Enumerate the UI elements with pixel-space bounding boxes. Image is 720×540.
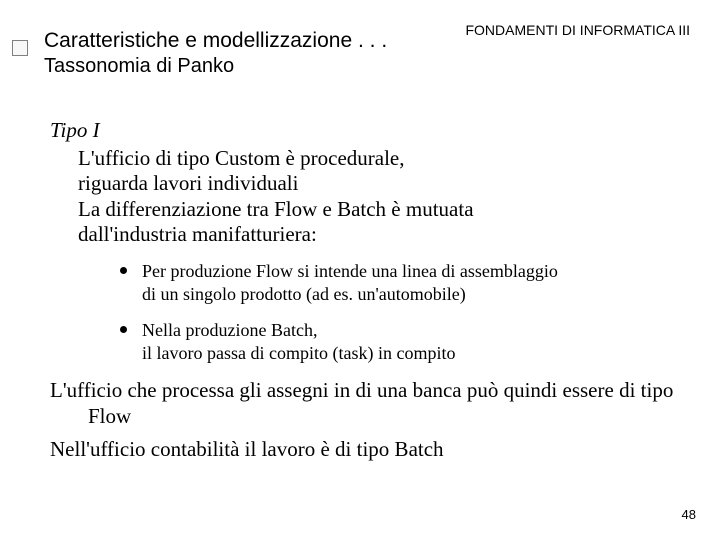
paragraph: Nell'ufficio contabilità il lavoro è di …	[50, 437, 690, 463]
text-line: riguarda lavori individuali	[78, 171, 690, 197]
slide: FONDAMENTI DI INFORMATICA III Caratteris…	[0, 0, 720, 540]
tipo-heading: Tipo I	[50, 118, 690, 144]
sub-list: Per produzione Flow si intende una linea…	[50, 260, 690, 364]
text-line: Per produzione Flow si intende una linea…	[142, 260, 690, 283]
list-item: Per produzione Flow si intende una linea…	[120, 260, 690, 305]
text-line: di un singolo prodotto (ad es. un'automo…	[142, 283, 690, 306]
page-number: 48	[682, 507, 696, 522]
main-text: L'ufficio di tipo Custom è procedurale, …	[78, 146, 690, 248]
decorative-box-icon	[12, 40, 28, 56]
text-line: L'ufficio che processa gli assegni in di…	[50, 378, 557, 402]
title-main: Caratteristiche e modellizzazione . . .	[44, 28, 404, 54]
text-line: dall'industria manifatturiera:	[78, 222, 690, 248]
text-line: La differenziazione tra Flow e Batch è m…	[78, 197, 690, 223]
course-label: FONDAMENTI DI INFORMATICA III	[465, 22, 690, 38]
title-block: Caratteristiche e modellizzazione . . . …	[44, 28, 404, 79]
text-line: L'ufficio di tipo Custom è procedurale,	[78, 146, 690, 172]
list-item: Nella produzione Batch, il lavoro passa …	[120, 319, 690, 364]
text-line: Nella produzione Batch,	[142, 319, 690, 342]
title-sub: Tassonomia di Panko	[44, 54, 404, 79]
text-line: il lavoro passa di compito (task) in com…	[142, 342, 690, 365]
body-content: Tipo I L'ufficio di tipo Custom è proced…	[50, 118, 690, 471]
paragraph: L'ufficio che processa gli assegni in di…	[50, 378, 690, 429]
